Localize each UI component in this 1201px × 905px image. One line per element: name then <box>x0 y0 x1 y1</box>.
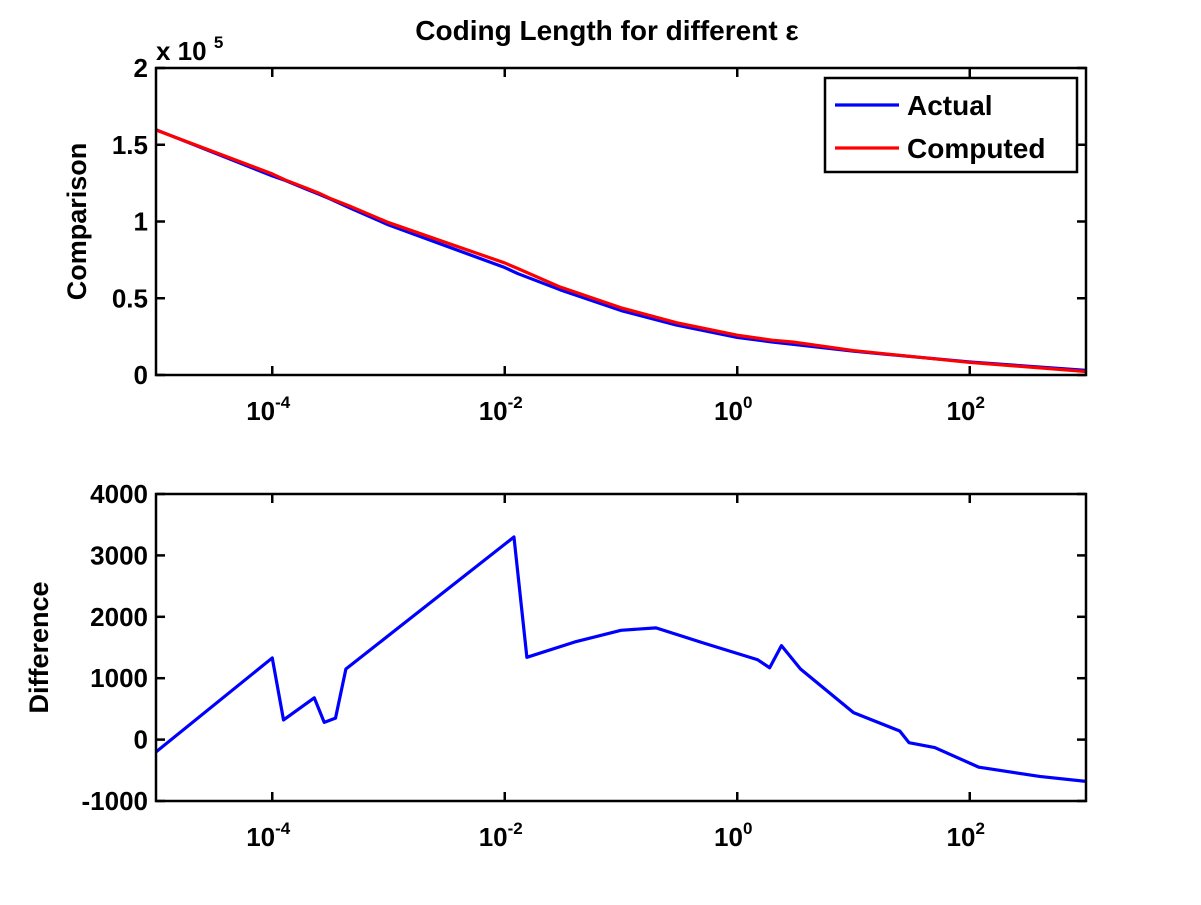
y-tick-label: 3000 <box>90 540 148 570</box>
x-tick-label: 10-2 <box>479 393 523 426</box>
series-line-1 <box>156 535 1086 783</box>
legend: Actual Computed <box>823 76 1079 174</box>
x-tick-label: 100 <box>714 819 752 852</box>
legend-label: Actual <box>907 90 993 121</box>
y-tick-label: 2 <box>134 53 148 83</box>
x-tick-label: 10-4 <box>246 819 291 852</box>
y-tick-label: 1 <box>134 207 148 237</box>
y-tick-label: 1000 <box>90 663 148 693</box>
y-tick-label: 1.5 <box>112 130 148 160</box>
x-tick-label: 102 <box>947 819 985 852</box>
plot-area <box>156 494 1086 801</box>
x-tick-label: 10-2 <box>479 819 523 852</box>
y-tick-label: -1000 <box>82 786 149 816</box>
y-tick-label: 2000 <box>90 602 148 632</box>
axes-box <box>154 492 1088 803</box>
chart-2: 10-4 10-2 100 102 -1000 0 1000 2000 3000 4000 Diff… <box>24 479 1088 852</box>
legend-label: Computed <box>907 133 1045 164</box>
y-axis-label: Comparison <box>62 143 92 301</box>
chart-title: Coding Length for different ε <box>415 15 798 46</box>
x-tick-label: 102 <box>947 393 985 426</box>
y-multiplier: x 10 5 <box>156 33 223 66</box>
y-tick-label: 4000 <box>90 479 148 509</box>
y-axis-label: Difference <box>24 581 54 713</box>
series-group <box>156 128 1086 374</box>
y-tick-label: 0 <box>134 360 148 390</box>
series-group <box>156 535 1086 783</box>
legend-box <box>823 76 1079 174</box>
series-line-computed <box>156 128 1086 374</box>
chart-1: 10-4 10-2 100 102 0 0.5 1 1.5 2 Comparison x 10 5 C… <box>62 15 1088 426</box>
x-tick-label: 10-4 <box>246 393 291 426</box>
y-tick-label: 0 <box>134 725 148 755</box>
y-tick-label: 0.5 <box>112 283 148 313</box>
x-tick-label: 100 <box>714 393 752 426</box>
